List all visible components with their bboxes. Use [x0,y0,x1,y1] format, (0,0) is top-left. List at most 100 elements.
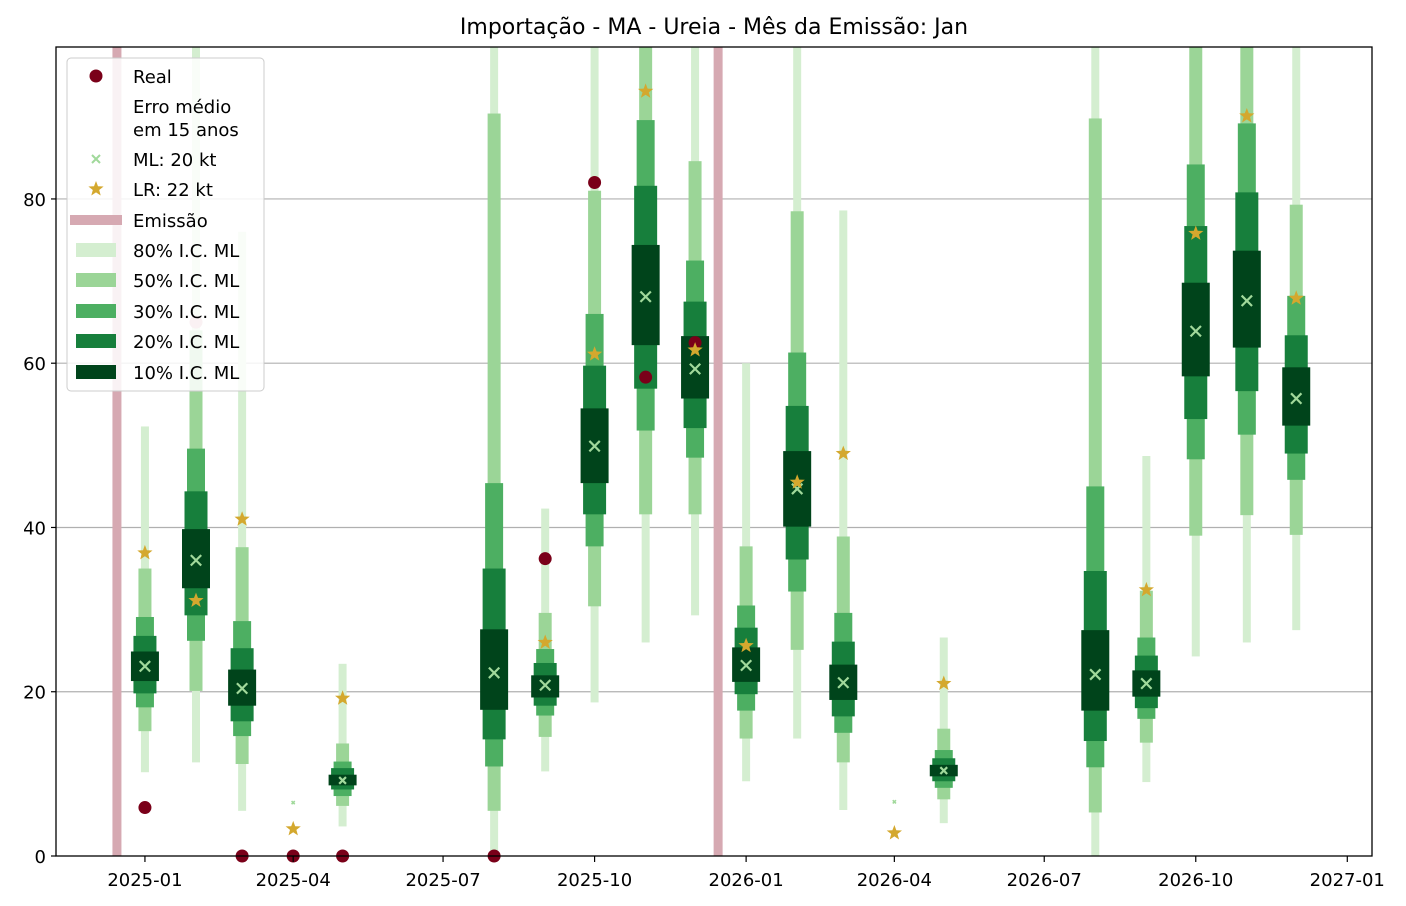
x-tick-label: 2026-04 [857,870,932,891]
y-tick-label: 20 [23,683,46,704]
ml-point [689,362,702,375]
lr-point [738,637,754,653]
legend-label: 80% I.C. ML [133,241,239,262]
ci10-bar [182,529,210,589]
real-point [639,370,653,384]
ml-point [1089,668,1102,681]
legend-item-erro: Erro médio em 15 anos [133,97,239,141]
ml-point [291,800,296,805]
y-tick-label: 60 [23,354,46,375]
legend-item-real: Real [89,67,172,88]
point-markers [137,83,1304,863]
legend: Real Erro médio em 15 anos ML: 20 kt LR: 22 … [66,57,265,392]
ml-point [539,679,552,692]
legend-label: Real [133,67,172,88]
lr-point [638,83,654,98]
real-point [588,176,602,190]
ml-point [939,766,948,775]
real-point [138,801,152,815]
ci10-bar [1282,367,1311,426]
legend-item-ci30: 30% I.C. ML [76,302,239,323]
ml-point [837,676,850,689]
x-tick-label: 2027-01 [1310,870,1385,891]
x-tick-label: 2025-07 [405,870,480,891]
ml-point [1290,392,1303,405]
legend-label: LR: 22 kt [133,180,213,201]
plot-frame [55,46,1373,857]
legend-marker-ci30 [76,304,116,318]
lr-point [1138,581,1154,597]
x-tick-label: 2026-01 [709,870,784,891]
legend-box [66,57,265,392]
ci10-bar [1081,630,1110,711]
ci80-bar [839,210,848,811]
chart-title: Importação - MA - Ureia - Mês da Emissão… [460,15,968,40]
lr-point [234,511,250,526]
legend-item-ml: ML: 20 kt [91,150,216,171]
legend-label: Erro médio em 15 anos [133,97,239,141]
ml-point [236,682,249,695]
legend-marker-ci20 [76,334,116,348]
lr-point [789,474,805,489]
lr-point [1288,290,1304,305]
y-tick-label: 40 [23,518,46,539]
legend-marker-real [89,69,103,83]
ml-point [338,776,347,785]
ml-point [190,554,202,567]
ml-point [892,799,897,804]
ml-point [1140,677,1153,690]
legend-label: 50% I.C. ML [133,271,239,292]
real-point [538,552,552,566]
x-tick-label: 2026-07 [1007,870,1082,891]
ml-point [740,659,753,672]
x-tick-label: 2025-10 [557,870,632,891]
legend-label: ML: 20 kt [133,150,216,171]
legend-marker-ci80 [76,243,116,257]
legend-marker-ci50 [76,273,116,287]
y-tick-label: 80 [23,190,46,211]
lr-point [587,346,603,361]
x-tick-label: 2025-04 [256,870,331,891]
legend-item-ci80: 80% I.C. ML [76,241,239,262]
legend-item-ci20: 20% I.C. ML [76,332,239,353]
lr-point [936,675,952,690]
legend-item-emissao: Emissão [70,211,208,232]
legend-label: 10% I.C. ML [133,363,239,384]
legend-marker-lr [88,181,104,196]
legend-label: Emissão [133,211,208,232]
legend-label: 20% I.C. ML [133,332,239,353]
lr-point [1188,225,1204,240]
ml-point [1189,325,1202,338]
ml-point [138,660,151,673]
ml-point [1240,294,1253,307]
x-tick-label: 2026-10 [1158,870,1233,891]
lr-point [537,634,553,649]
legend-item-ci10: 10% I.C. ML [76,363,239,384]
ci10-bar [1232,250,1261,348]
ml-point [639,290,652,303]
lr-point [1239,108,1255,123]
ci10-bar [1181,282,1210,377]
legend-marker-emissao [70,215,122,225]
legend-item-lr: LR: 22 kt [88,180,213,201]
ci10-bar [631,244,660,346]
ci10-bar [480,629,509,710]
legend-item-ci50: 50% I.C. ML [76,271,239,292]
lr-point [335,690,351,705]
lr-point [188,592,204,607]
legend-label: 30% I.C. ML [133,302,239,323]
legend-marker-ml [91,154,101,164]
x-tick-label: 2025-01 [107,870,182,891]
lr-point [835,445,851,460]
y-tick-label: 0 [35,847,46,868]
x-axis: 2025-01 2025-04 2025-07 2025-10 2026-01 2026-… [107,856,1385,891]
lr-point [137,544,153,560]
lr-point [285,820,301,836]
lr-point [886,825,902,840]
legend-marker-ci10 [76,365,116,379]
y-axis: 0 20 40 60 80 [23,190,56,868]
lr-point [687,342,703,357]
confidence-intervals [130,47,1311,856]
ml-point [488,666,501,679]
